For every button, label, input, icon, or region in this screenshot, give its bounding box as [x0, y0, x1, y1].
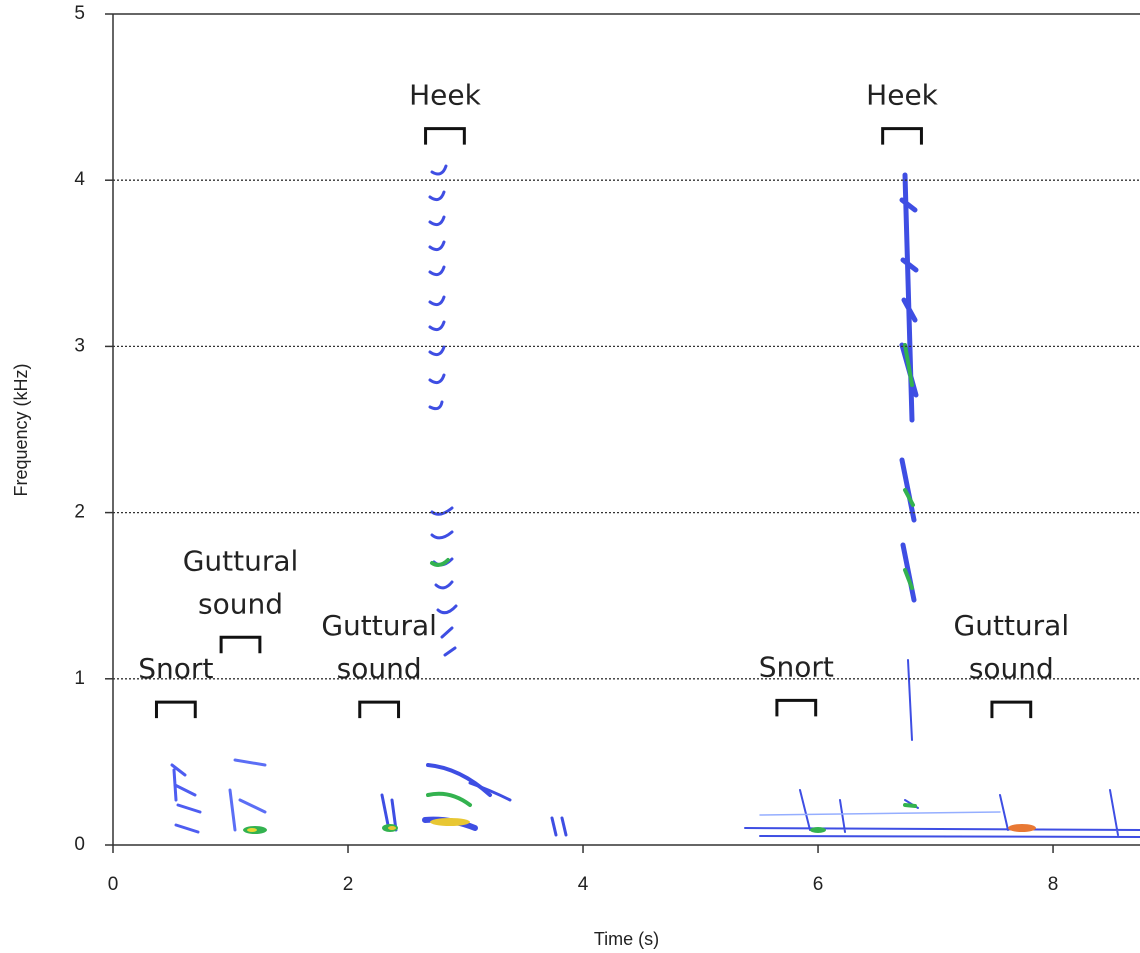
bracket: [990, 700, 1033, 719]
bracket: [424, 127, 466, 145]
y-tick-label: 2: [74, 502, 85, 523]
bracket: [154, 700, 197, 719]
y-axis-label: Frequency (kHz): [11, 363, 31, 496]
annotation-label: Snort: [138, 652, 213, 685]
annotation-label: Snort: [759, 650, 834, 683]
x-tick-label: 8: [1048, 874, 1059, 895]
spectrogram-texture: [170, 164, 1140, 838]
bracket: [775, 698, 818, 717]
bracket: [219, 635, 262, 654]
bracket: [358, 700, 401, 719]
x-tick-label: 4: [578, 874, 589, 895]
annotation-label: sound: [337, 652, 422, 685]
x-tick-label: 0: [108, 874, 119, 895]
x-tick-label: 2: [343, 874, 354, 895]
x-axis-label: Time (s): [594, 929, 659, 949]
y-tick-label: 4: [74, 169, 85, 190]
annotation-label: Guttural: [183, 544, 299, 577]
y-tick-label: 0: [74, 834, 85, 855]
annotation-label: sound: [198, 587, 283, 620]
y-tick-label: 3: [74, 335, 85, 356]
annotation-label: sound: [969, 652, 1054, 685]
x-tick-label: 6: [813, 874, 824, 895]
annotation-label: Heek: [866, 79, 939, 112]
y-tick-label: 1: [74, 668, 85, 689]
y-tick-label: 5: [74, 3, 85, 24]
annotation-label: Guttural: [954, 609, 1070, 642]
annotation-label: Heek: [409, 79, 482, 112]
annotation-label: Guttural: [321, 609, 437, 642]
bracket: [881, 127, 923, 145]
